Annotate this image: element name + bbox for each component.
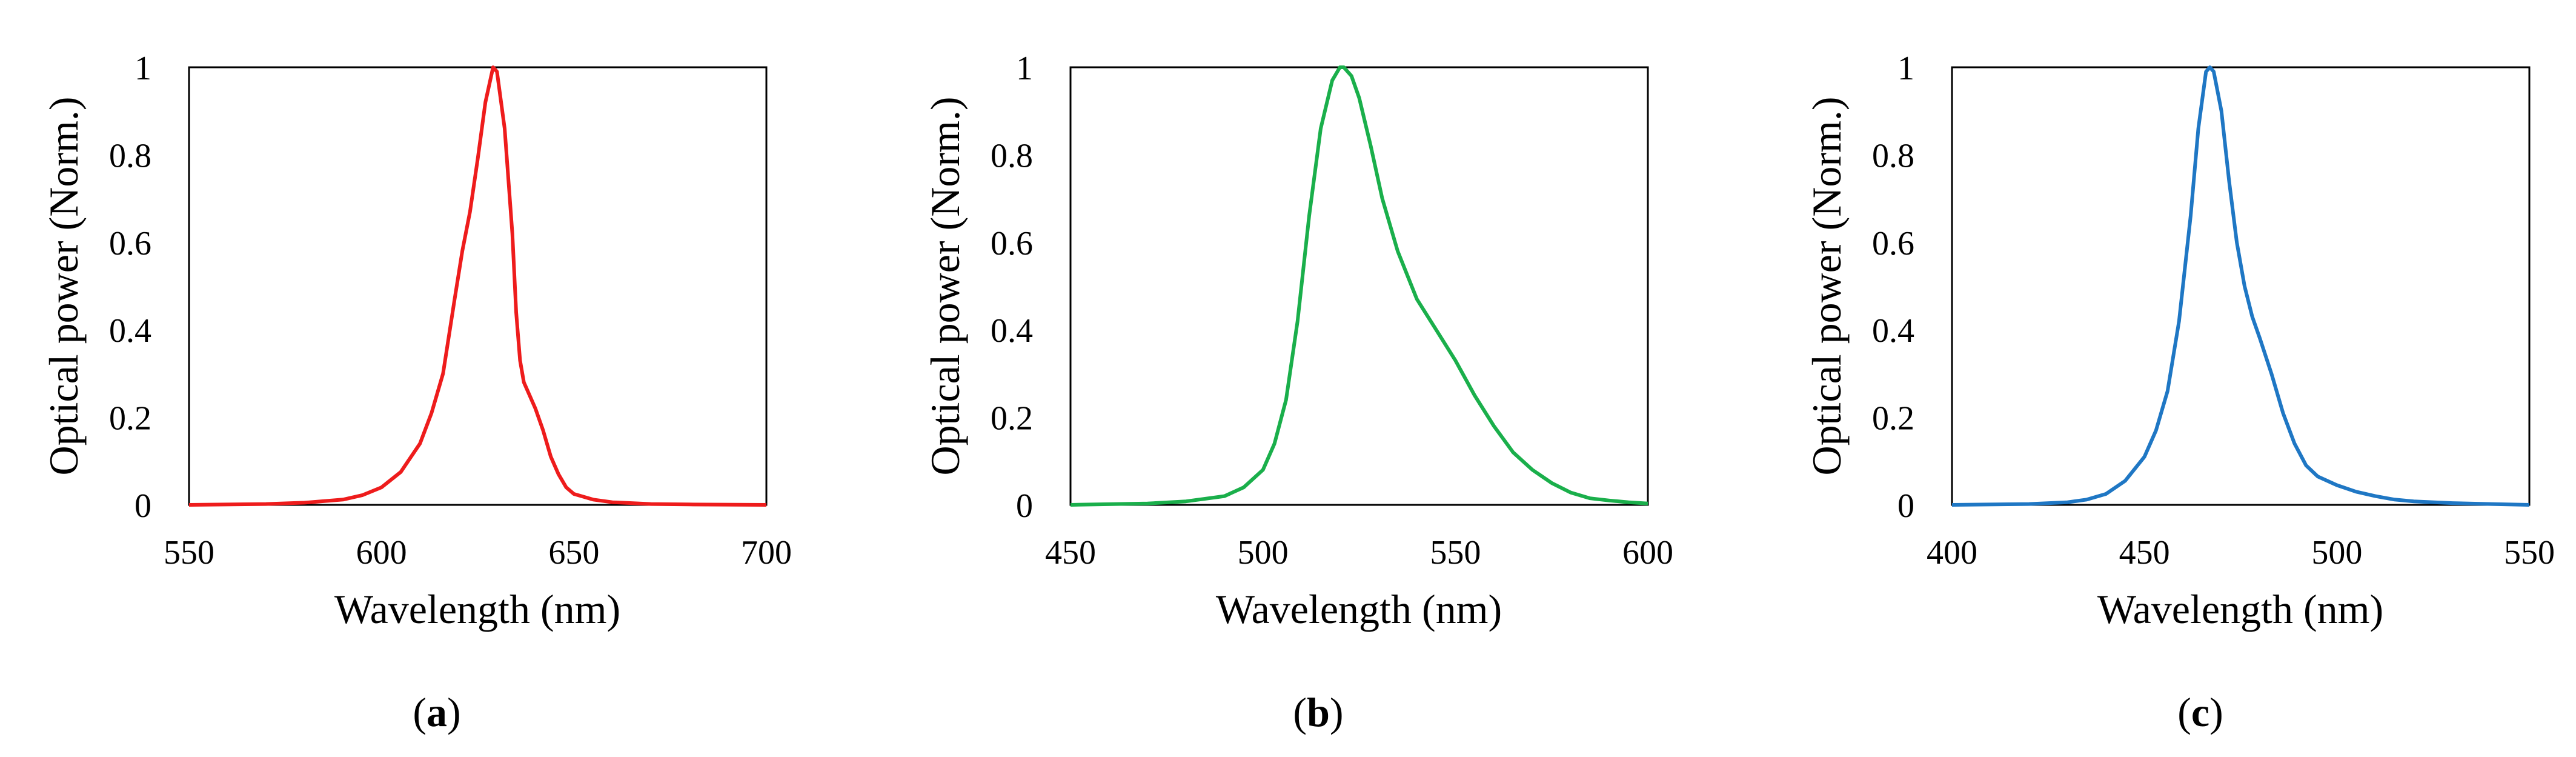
spectrum-curve-green xyxy=(1070,65,1648,507)
y-axis-label: Optical power (Norm.) xyxy=(41,96,87,475)
x-tick-label: 400 xyxy=(1927,534,1977,572)
y-axis-label: Optical power (Norm.) xyxy=(1804,96,1850,475)
y-tick-label: 1 xyxy=(134,50,151,87)
x-tick-label: 550 xyxy=(1430,534,1481,572)
spectrum-curve-blue xyxy=(1951,65,2530,507)
y-tick-label: 0.6 xyxy=(991,225,1033,262)
x-tick-label: 450 xyxy=(1045,534,1096,572)
chart-panel-a: 0 0.2 0.4 0.6 0.8 1 550 600 650 700 Wavelength (… xyxy=(41,50,792,735)
y-tick-label: 0 xyxy=(1897,487,1914,525)
y-tick-label: 0.4 xyxy=(991,312,1033,350)
plot-frame xyxy=(188,66,768,506)
x-tick-label: 600 xyxy=(1622,534,1673,572)
x-tick-label: 600 xyxy=(356,534,407,572)
y-tick-label: 0.2 xyxy=(991,400,1033,438)
y-tick-label: 0.8 xyxy=(1872,137,1914,175)
x-tick-label: 500 xyxy=(2311,534,2362,572)
y-tick-label: 0.8 xyxy=(991,137,1033,175)
y-tick-label: 0.8 xyxy=(109,137,151,175)
plot-frame xyxy=(1951,66,2531,506)
x-tick-label: 500 xyxy=(1238,534,1289,572)
y-tick-label: 0.2 xyxy=(1872,400,1914,438)
plot-frame xyxy=(1069,66,1649,506)
x-tick-label: 550 xyxy=(164,534,214,572)
y-tick-label: 1 xyxy=(1897,50,1914,87)
y-axis-label: Optical power (Norm.) xyxy=(922,96,968,475)
y-tick-label: 0 xyxy=(1016,487,1033,525)
y-tick-label: 0.6 xyxy=(1872,225,1914,262)
x-tick-label: 450 xyxy=(2119,534,2170,572)
y-tick-label: 0.4 xyxy=(1872,312,1914,350)
panel-label-a: (a) xyxy=(413,689,460,735)
y-tick-label: 1 xyxy=(1016,50,1033,87)
chart-panel-b: 0 0.2 0.4 0.6 0.8 1 450 500 550 600 Wavelength (… xyxy=(922,50,1673,735)
panel-label-c: (c) xyxy=(2177,689,2223,735)
x-axis-label: Wavelength (nm) xyxy=(1216,586,1502,632)
x-axis-label: Wavelength (nm) xyxy=(2097,586,2383,632)
y-tick-label: 0.4 xyxy=(109,312,151,350)
x-tick-label: 700 xyxy=(741,534,792,572)
x-axis-label: Wavelength (nm) xyxy=(334,586,620,632)
panel-label-b: (b) xyxy=(1293,689,1343,735)
x-tick-label: 550 xyxy=(2504,534,2555,572)
spectrum-curve-red xyxy=(188,65,767,507)
y-tick-label: 0.6 xyxy=(109,225,151,262)
x-tick-label: 650 xyxy=(548,534,599,572)
y-tick-label: 0 xyxy=(134,487,151,525)
chart-panel-c: 0 0.2 0.4 0.6 0.8 1 400 450 500 550 Wavelength (… xyxy=(1804,50,2555,735)
y-tick-label: 0.2 xyxy=(109,400,151,438)
